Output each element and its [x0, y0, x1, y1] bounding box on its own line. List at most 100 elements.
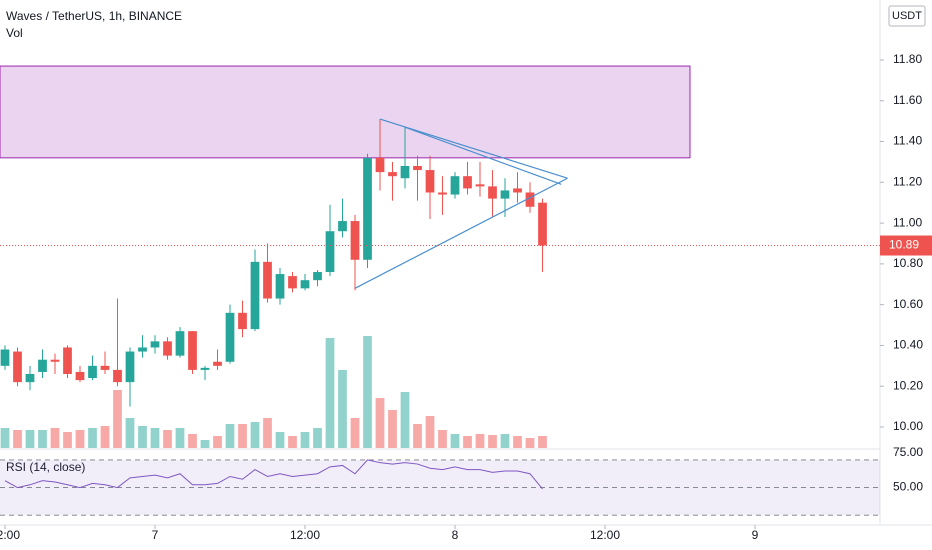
volume-bar	[300, 432, 310, 448]
candle-body	[300, 280, 310, 289]
price-pane	[0, 65, 691, 448]
currency-box	[888, 5, 926, 27]
volume-bar	[250, 422, 260, 448]
x-tick-label: 7	[152, 528, 159, 542]
currency: USDT	[892, 10, 922, 22]
candle-body	[513, 188, 522, 193]
volume-bar	[288, 436, 297, 448]
y-tick-label: 10.80	[893, 256, 923, 270]
volume-bar	[150, 428, 160, 448]
volume-bar	[75, 430, 85, 448]
rsi-label: RSI (14, close)	[6, 460, 85, 474]
volume-bar	[388, 410, 397, 448]
volume-bar	[325, 338, 335, 448]
volume-bar	[225, 424, 235, 448]
candle-body	[388, 172, 397, 177]
trendline	[404, 126, 562, 185]
volume-bar	[313, 428, 322, 448]
volume-bar	[463, 436, 472, 448]
x-tick-label: 12:00	[590, 528, 620, 542]
volume-bar	[363, 336, 372, 448]
volume-bar	[513, 436, 522, 448]
candle-body	[450, 176, 460, 195]
rsi-tick-label: 50.00	[893, 480, 923, 494]
candle-body	[200, 367, 210, 370]
volume-bar	[163, 430, 172, 448]
volume-bar	[113, 390, 122, 448]
volume-bar	[538, 436, 547, 448]
candle-body	[275, 274, 285, 299]
candle-body	[288, 276, 297, 289]
x-tick-label: 8	[452, 528, 459, 542]
last-price-box	[880, 235, 932, 256]
y-tick-label: 11.60	[893, 93, 922, 107]
candle-body	[188, 331, 197, 370]
candle-body	[338, 221, 347, 232]
candle-body	[125, 351, 135, 383]
volume-bar	[275, 432, 285, 448]
candle-body	[425, 170, 435, 193]
y-tick-label: 10.60	[893, 297, 923, 311]
candle-body	[350, 221, 360, 260]
x-tick-label: 9	[752, 528, 759, 542]
volume-bar	[475, 434, 485, 448]
candle-body	[113, 369, 122, 383]
candle-body	[363, 157, 372, 260]
candle-body	[50, 359, 60, 362]
volume-bar	[425, 416, 435, 448]
volume-bar	[38, 430, 47, 448]
x-tick-label: 12:00	[0, 528, 20, 542]
volume-bar	[450, 434, 460, 448]
candle-body	[463, 176, 472, 189]
volume-bar	[138, 426, 147, 448]
candle-body	[413, 165, 422, 171]
y-tick-label: 11.40	[893, 134, 922, 148]
trendline	[354, 177, 568, 289]
volume-bar	[413, 424, 422, 448]
volume-bar	[213, 436, 222, 448]
candle-body	[63, 347, 72, 374]
last-price-label: 10.89	[889, 238, 919, 252]
chart-title: Waves / TetherUS, 1h, BINANCE	[6, 9, 182, 23]
candle-body	[75, 371, 85, 381]
candle-body	[313, 272, 322, 281]
candle-body	[138, 347, 147, 352]
y-tick-label: 10.00	[893, 419, 923, 433]
volume-bar	[0, 428, 10, 448]
candle-body	[500, 190, 510, 199]
x-tick-label: 12:00	[290, 528, 320, 542]
candle-body	[263, 261, 272, 299]
candle-body	[438, 192, 447, 195]
candle-body	[175, 331, 185, 356]
volume-bar	[238, 424, 247, 448]
volume-label: Vol	[6, 26, 23, 40]
candle-body	[475, 184, 485, 187]
candle-body	[100, 365, 110, 370]
volume-bar	[88, 428, 97, 448]
candle-body	[0, 349, 10, 366]
rsi-tick-label: 75.00	[893, 445, 923, 459]
candle-body	[25, 373, 35, 383]
candle-body	[525, 192, 535, 207]
candle-body	[13, 351, 22, 383]
volume-bar	[525, 438, 535, 448]
volume-bar	[438, 430, 447, 448]
volume-bar	[25, 430, 35, 448]
volume-bar	[100, 426, 110, 448]
rsi-line	[4, 459, 543, 490]
volume-bar	[13, 430, 22, 448]
candle-body	[325, 231, 335, 273]
candle-body	[213, 361, 222, 366]
candle-body	[38, 359, 47, 372]
volume-bar	[175, 428, 185, 448]
candle-body	[538, 202, 547, 246]
volume-bar	[338, 370, 347, 448]
candle-body	[375, 157, 385, 173]
volume-bar	[125, 418, 135, 448]
y-tick-label: 11.00	[893, 215, 922, 229]
candle-body	[238, 312, 247, 330]
volume-bar	[63, 432, 72, 448]
volume-bar	[263, 418, 272, 448]
